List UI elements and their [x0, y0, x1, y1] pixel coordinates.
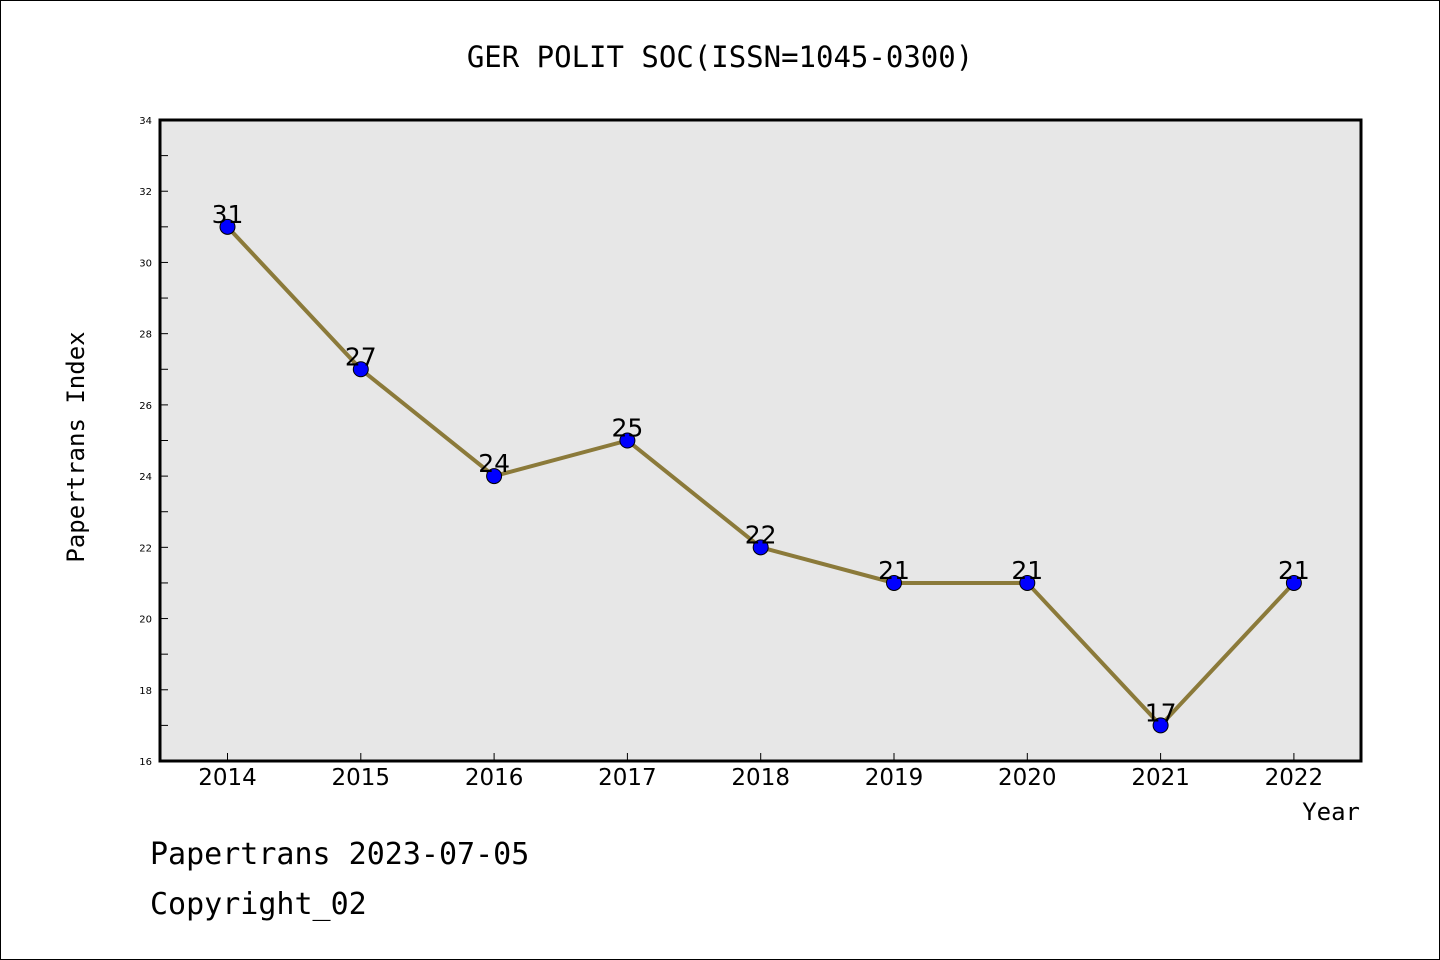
- y-tick-label: 20: [139, 615, 152, 626]
- y-tick-label: 28: [139, 330, 152, 341]
- data-point: [1285, 574, 1302, 591]
- x-tick-label: 2020: [998, 765, 1057, 791]
- data-label: 25: [611, 414, 643, 443]
- x-tick-label: 2016: [465, 765, 524, 791]
- data-label: 21: [1278, 556, 1310, 585]
- data-label: 17: [1145, 698, 1177, 727]
- plot-area: [158, 118, 1363, 763]
- x-tick-label: 2017: [598, 765, 657, 791]
- y-tick-label: 30: [139, 258, 152, 269]
- x-axis-label: Year: [1302, 798, 1360, 826]
- data-label: 21: [1011, 556, 1043, 585]
- y-tick-label: 26: [139, 401, 152, 412]
- y-tick-label: 32: [139, 187, 152, 198]
- x-tick-label: 2018: [731, 765, 790, 791]
- data-point: [1152, 717, 1169, 734]
- series-layer: 31 27 24 25 22 21 21 17 21: [212, 200, 1310, 734]
- x-tick-label: 2014: [198, 765, 257, 791]
- data-label: 24: [478, 449, 510, 478]
- footer-date: Papertrans 2023-07-05: [150, 837, 529, 872]
- x-tick-label: 2021: [1131, 765, 1190, 791]
- chart-title: GER POLIT SOC(ISSN=1045-0300): [467, 40, 973, 74]
- x-tick-label: 2015: [332, 765, 391, 791]
- y-tick-label: 24: [139, 472, 152, 483]
- data-point: [219, 218, 236, 235]
- x-tick-label: 2022: [1265, 765, 1324, 791]
- data-label: 31: [212, 200, 244, 229]
- data-point: [619, 432, 636, 449]
- data-point: [486, 468, 503, 485]
- data-point: [752, 539, 769, 556]
- x-axis: 2014 2015 2016 2017 2018 2019 2020 2021 2022: [198, 753, 1323, 791]
- data-label: 22: [745, 520, 777, 549]
- y-axis: 16 18 20 22 24 26 28 30 32 34: [139, 116, 168, 768]
- data-label: 27: [345, 342, 377, 371]
- y-tick-label: 16: [139, 757, 152, 768]
- y-tick-label: 22: [139, 543, 152, 554]
- x-tick-label: 2019: [865, 765, 924, 791]
- y-tick-label: 34: [139, 116, 152, 127]
- y-axis-label: Papertrans Index: [62, 331, 90, 562]
- footer-copyright: Copyright_02: [150, 887, 367, 922]
- y-tick-label: 18: [139, 686, 152, 697]
- data-label: 21: [878, 556, 910, 585]
- data-point: [352, 361, 369, 378]
- data-point: [886, 574, 902, 591]
- data-point: [1019, 574, 1036, 591]
